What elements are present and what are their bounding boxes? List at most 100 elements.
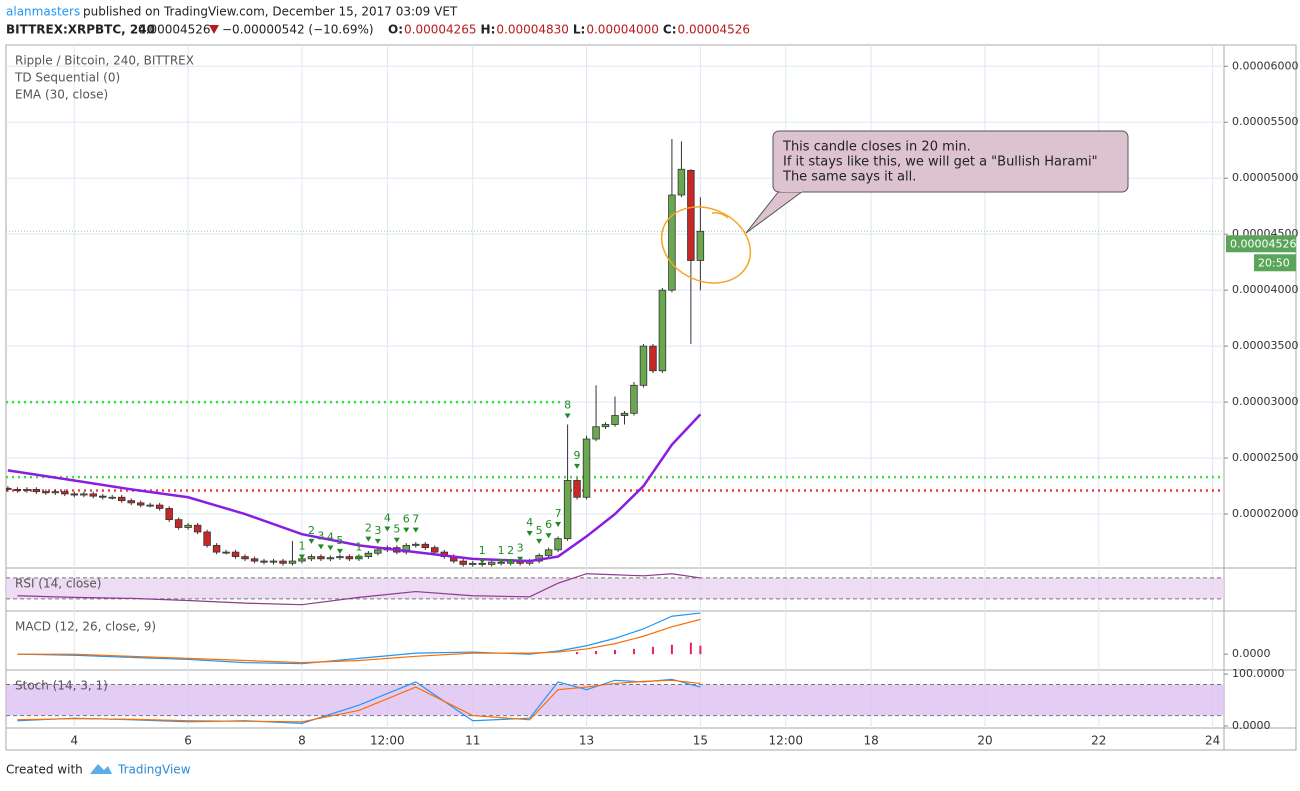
candle-body	[184, 524, 192, 528]
symbol: BITTREX:XRPBTC, 240	[6, 23, 155, 37]
footer-brand[interactable]: TradingView	[117, 763, 191, 777]
callout-text: This candle closes in 20 min.	[782, 140, 971, 155]
td-label: 3	[374, 524, 381, 537]
candle-body	[421, 543, 430, 549]
candle-body	[326, 557, 335, 560]
td-label: 5	[336, 534, 343, 547]
candle-body	[288, 560, 297, 564]
candle-body	[174, 519, 183, 528]
y-tick-label: 0.00003500	[1232, 339, 1298, 352]
candle-body	[42, 491, 50, 494]
td-label: 4	[526, 516, 533, 529]
candle-body	[611, 415, 619, 425]
x-tick-label: 6	[184, 734, 192, 748]
x-tick-label: 20	[977, 734, 992, 748]
candle-body	[99, 495, 107, 498]
td-marker	[479, 558, 486, 564]
candle-body	[203, 531, 211, 546]
td-label: 4	[327, 531, 334, 544]
y-tick-label: 0.00005500	[1232, 115, 1298, 128]
ohlc-key: O:	[388, 23, 403, 37]
candle-body	[649, 345, 657, 372]
td-marker	[298, 554, 305, 560]
histogram-bar	[651, 646, 654, 655]
td-label: 1	[298, 540, 305, 553]
price-tag-label: 0.00004526	[1230, 237, 1296, 250]
price-tag	[1226, 235, 1296, 253]
candle-body	[260, 560, 268, 563]
candle-body	[307, 556, 316, 560]
candle-body	[459, 560, 467, 565]
candle-body	[364, 552, 373, 557]
candle-body	[563, 480, 572, 540]
candle-body	[80, 493, 88, 496]
y-tick-label: 0.00002500	[1232, 451, 1298, 464]
candle-body	[61, 491, 69, 495]
td-marker	[365, 536, 372, 542]
td-label: 5	[536, 524, 543, 537]
td-marker	[517, 556, 524, 562]
ohlc-value: 0.00004830	[496, 23, 569, 37]
candle-body	[412, 543, 420, 546]
ohlc-key: H:	[481, 23, 496, 37]
candle-body	[487, 561, 496, 565]
y-tick-label: 0.00005000	[1232, 171, 1298, 184]
band	[6, 684, 1224, 716]
candle-body	[374, 549, 382, 554]
candle-body	[70, 493, 79, 496]
candle-body	[51, 491, 60, 494]
candle-body	[250, 558, 259, 562]
candle-body	[573, 480, 581, 498]
x-tick-label: 22	[1091, 734, 1106, 748]
candle-body	[269, 560, 278, 563]
td-marker	[308, 538, 315, 544]
x-tick-label: 12:00	[370, 734, 405, 748]
candle-body	[13, 489, 22, 491]
candle-body	[127, 500, 135, 504]
td-marker	[555, 522, 562, 528]
candle-body	[222, 551, 230, 554]
candle-body	[668, 194, 676, 291]
td-label: 4	[384, 512, 391, 525]
candle-body	[468, 562, 477, 565]
td-label: 3	[317, 529, 324, 542]
highlight-stroke	[711, 212, 729, 219]
author[interactable]: alanmasters	[6, 5, 80, 19]
countdown-tag	[1254, 254, 1296, 272]
legend-entry: EMA (30, close)	[15, 88, 108, 102]
candle-body	[582, 438, 591, 498]
td-label: 2	[308, 524, 315, 537]
histogram-bar	[614, 649, 616, 655]
ohlc-value: 0.00004000	[586, 23, 659, 37]
callout-text: The same says it all.	[782, 170, 916, 185]
candle-body	[696, 230, 705, 261]
td-label: 7	[555, 507, 562, 520]
candle-body	[193, 524, 202, 533]
candle-body	[336, 556, 344, 559]
callout	[772, 130, 1129, 193]
indicator-line	[17, 573, 701, 606]
td-label: 2	[507, 544, 514, 557]
change: −0.00000542 (−10.69%)	[222, 23, 374, 37]
x-tick-label: 18	[863, 734, 878, 748]
ohlc: O: 0.00004265 H: 0.00004830 L: 0.00004000 C: 0.…	[388, 23, 750, 37]
ema-line	[7, 413, 702, 563]
td-marker	[327, 545, 334, 551]
td-marker	[498, 558, 505, 564]
td-marker	[507, 558, 514, 564]
candle-body	[677, 168, 686, 196]
candle-body	[601, 424, 610, 428]
callout-pointer	[745, 190, 804, 234]
candle-body	[155, 504, 164, 509]
candle-body	[544, 549, 553, 556]
td-label: 1	[355, 541, 362, 554]
band	[6, 577, 1224, 599]
td-marker	[384, 526, 391, 532]
histogram-bar	[595, 651, 598, 655]
candle-body	[317, 556, 325, 560]
candle-body	[212, 544, 221, 553]
y-tick-label: 0.00006000	[1232, 59, 1298, 72]
last-price: 0.00004526	[138, 23, 211, 37]
candle-body	[165, 508, 173, 521]
overlay: 4 6 8 12:00 11 13 15 12:00 18 20 22 240.000020000.0…	[15, 59, 1298, 747]
